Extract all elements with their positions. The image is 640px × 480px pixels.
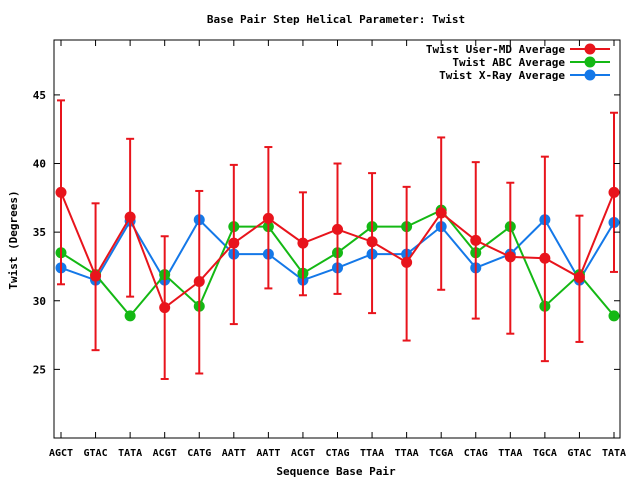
x-tick-label: ACGT xyxy=(291,448,315,459)
x-tick-label: AATT xyxy=(256,448,280,459)
data-point xyxy=(159,302,171,314)
y-tick-label: 25 xyxy=(33,363,46,376)
data-point xyxy=(608,186,620,198)
data-point xyxy=(504,251,516,263)
data-point xyxy=(124,211,136,223)
data-point xyxy=(470,234,482,246)
legend-label: Twist User-MD Average xyxy=(426,43,565,56)
plot-area xyxy=(55,99,620,380)
x-tick-label: TTAA xyxy=(395,448,419,459)
x-tick-label: ACGT xyxy=(153,448,177,459)
data-point xyxy=(366,236,378,248)
x-axis-label: Sequence Base Pair xyxy=(276,465,396,478)
data-point xyxy=(228,237,240,249)
y-tick-label: 35 xyxy=(33,226,46,239)
x-tick-label: CTAG xyxy=(464,448,488,459)
legend-label: Twist ABC Average xyxy=(452,56,565,69)
data-point xyxy=(332,223,343,235)
axes: 25 30 35 40 45 AGCT GTAC TATA ACGT CATG AATT AATT AC… xyxy=(33,40,626,459)
x-tick-label: TGCA xyxy=(533,448,557,459)
x-tick-label: TTAA xyxy=(360,448,384,459)
data-point xyxy=(297,237,309,249)
data-point xyxy=(539,252,551,264)
x-tick-label: GTAC xyxy=(567,448,591,459)
x-tick-label: CTAG xyxy=(325,448,349,459)
chart-title: Base Pair Step Helical Parameter: Twist xyxy=(207,13,465,26)
x-tick-label: TCGA xyxy=(429,448,453,459)
series-0 xyxy=(55,99,620,380)
data-point xyxy=(262,212,274,224)
data-point xyxy=(573,271,585,283)
legend-swatch-marker xyxy=(584,43,596,55)
data-point xyxy=(55,186,67,198)
x-tick-label: AGCT xyxy=(49,448,73,459)
x-tick-label: TTAA xyxy=(498,448,522,459)
x-tick-label: GTAC xyxy=(84,448,108,459)
x-tick-label: TATA xyxy=(118,448,142,459)
x-tick-label: AATT xyxy=(222,448,246,459)
x-tick-label: TATA xyxy=(602,448,626,459)
legend-swatch-marker xyxy=(584,69,596,81)
data-point xyxy=(608,310,620,322)
data-point xyxy=(193,276,205,288)
y-tick-label: 40 xyxy=(33,158,46,171)
legend-label: Twist X-Ray Average xyxy=(439,69,565,82)
y-axis-label: Twist (Degrees) xyxy=(7,190,20,289)
y-tick-label: 45 xyxy=(33,89,46,102)
y-tick-label: 30 xyxy=(33,295,46,308)
data-point xyxy=(435,207,447,219)
x-tick-label: CATG xyxy=(187,448,211,459)
data-point xyxy=(124,310,136,322)
data-point xyxy=(90,270,102,282)
data-point xyxy=(401,256,413,268)
legend-swatch-marker xyxy=(584,56,596,68)
